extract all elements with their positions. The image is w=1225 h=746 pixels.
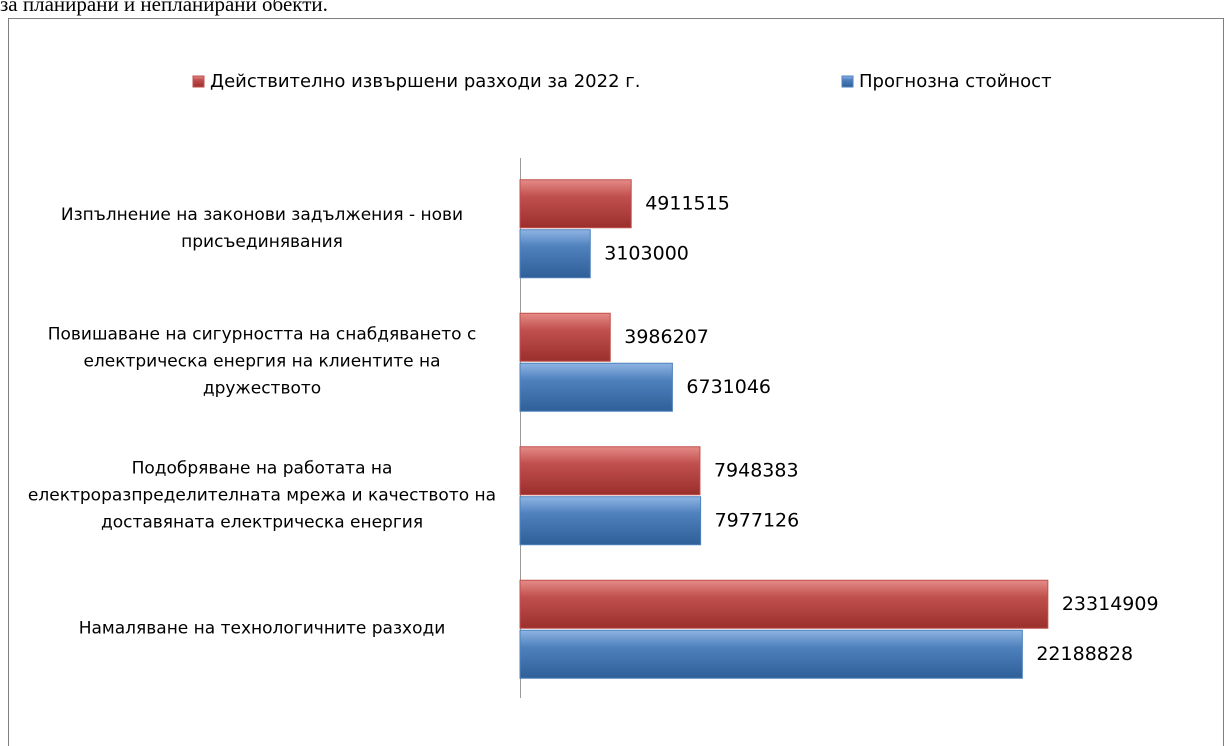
chart-border [8, 18, 1224, 746]
value-label: 6731046 [686, 376, 771, 398]
bar [519, 312, 611, 362]
bar [519, 362, 673, 412]
value-label: 7977126 [715, 509, 800, 531]
legend-swatch [192, 75, 205, 88]
category-label: Намаляване на технологичните разходи [78, 618, 446, 639]
bar [519, 179, 632, 229]
category-label: Повишаване на сигурността на снабдяванет… [47, 324, 477, 399]
bar [519, 229, 591, 279]
category-label: Подобряване на работата на електроразпре… [27, 458, 497, 533]
bar [519, 579, 1049, 629]
bar [519, 446, 701, 496]
value-label: 4911515 [645, 192, 730, 214]
legend-label: Прогнозна стойност [859, 71, 1052, 92]
value-label: 3103000 [604, 242, 689, 264]
legend-swatch [841, 75, 854, 88]
value-label: 23314909 [1062, 593, 1159, 615]
value-label: 3986207 [624, 326, 709, 348]
bar [519, 496, 702, 546]
bar [519, 629, 1023, 679]
legend-label: Действително извършени разходи за 2022 г… [210, 71, 640, 92]
caption: за планирани и непланирани обекти. [0, 0, 328, 16]
value-label: 22188828 [1036, 643, 1133, 665]
value-label: 7948383 [714, 459, 799, 481]
category-label: Изпълнение на законови задължения - нови… [60, 204, 464, 252]
